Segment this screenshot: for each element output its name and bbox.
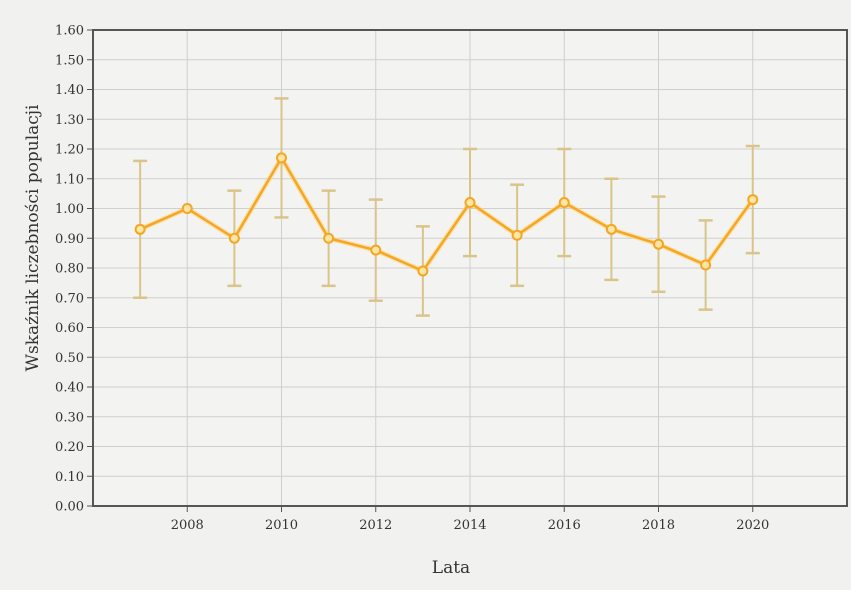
data-point [747, 194, 759, 206]
y-tick-label: 1.20 [55, 143, 84, 158]
x-tick-label: 2008 [171, 518, 204, 533]
x-tick-label: 2020 [736, 518, 769, 533]
x-tick-label: 2016 [548, 518, 581, 533]
x-tick-label: 2018 [642, 518, 675, 533]
data-point [511, 229, 523, 241]
y-tick-label: 0.80 [55, 262, 84, 277]
y-tick-label: 1.60 [55, 24, 84, 39]
data-point [228, 232, 240, 244]
y-tick-label: 0.10 [55, 470, 84, 485]
y-tick-label: 1.40 [55, 83, 84, 98]
data-series [139, 155, 755, 274]
x-axis-title: Lata [432, 558, 470, 578]
data-point [181, 203, 193, 214]
data-point [370, 244, 382, 256]
y-tick-label: 1.50 [55, 53, 84, 68]
data-point [276, 152, 287, 164]
data-point [417, 265, 429, 277]
y-tick-label: 0.30 [55, 410, 84, 425]
y-tick-label: 1.00 [55, 202, 84, 217]
y-tick-label: 0.70 [55, 291, 84, 306]
y-tick-label: 0.20 [55, 440, 84, 455]
x-tick-label: 2012 [359, 518, 392, 533]
grid-lines [93, 29, 847, 507]
y-tick-label: 1.30 [55, 113, 84, 128]
data-point [134, 223, 146, 235]
data-point [605, 223, 617, 235]
data-points [134, 152, 759, 277]
data-point [558, 197, 570, 209]
y-tick-label: 0.00 [55, 500, 84, 515]
y-tick-label: 0.50 [55, 351, 84, 366]
x-tick-label: 2010 [265, 518, 298, 533]
data-point [700, 259, 712, 271]
y-tick-label: 0.40 [55, 381, 84, 396]
data-point [323, 232, 335, 244]
y-axis-ticks: 0.00 0.10 0.20 0.30 0.40 0.50 0.60 0.70 0.80 0.90… [55, 24, 93, 515]
data-point [653, 238, 664, 250]
y-tick-label: 0.60 [55, 321, 84, 336]
y-tick-label: 0.90 [55, 232, 84, 247]
x-axis-ticks: 2008 2010 2012 2014 2016 2018 2020 [171, 506, 769, 533]
series-line [139, 156, 754, 273]
y-axis-title: Wskaźnik liczebności populacji [23, 104, 43, 372]
x-tick-label: 2014 [453, 518, 486, 533]
y-tick-label: 1.10 [55, 172, 84, 187]
data-point [464, 197, 476, 209]
